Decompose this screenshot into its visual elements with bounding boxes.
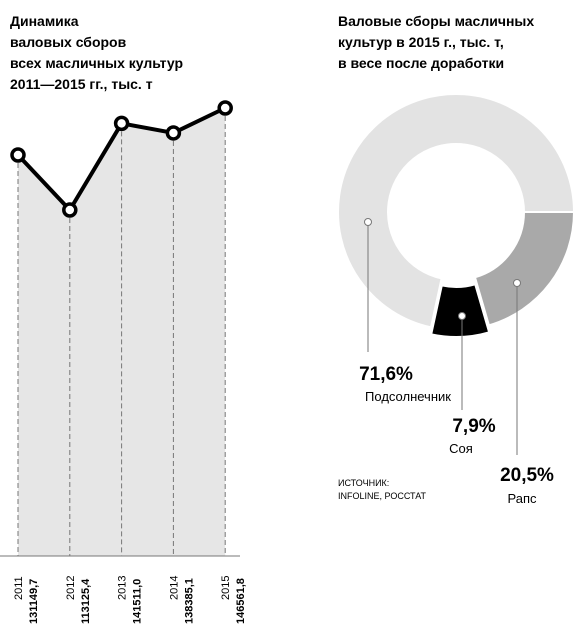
donut-segment bbox=[430, 283, 491, 338]
x-tick-label: 2013 bbox=[117, 576, 129, 600]
source-note: INFOLINE, РОССТАТ bbox=[338, 491, 427, 501]
donut-segment bbox=[473, 211, 576, 327]
category-label: Рапс bbox=[507, 491, 537, 506]
source-note: ИСТОЧНИК: bbox=[338, 478, 389, 488]
point bbox=[113, 115, 130, 132]
value-label: 20,5% bbox=[500, 465, 554, 486]
point bbox=[10, 147, 26, 163]
donut-segment bbox=[337, 93, 576, 329]
value-label: 131149,7 bbox=[28, 579, 40, 624]
leader-dot bbox=[364, 218, 372, 226]
x-tick-label: 2015 bbox=[220, 576, 232, 600]
value-label: 138385,1 bbox=[183, 578, 195, 624]
category-label: Подсолнечник bbox=[365, 389, 451, 404]
value-label: 141511,0 bbox=[132, 579, 144, 624]
x-tick-label: 2014 bbox=[168, 576, 180, 600]
leader-dot bbox=[458, 312, 466, 320]
value-label: 7,9% bbox=[452, 416, 495, 437]
x-tick-label: 2012 bbox=[65, 576, 77, 600]
point bbox=[62, 202, 78, 218]
chart-title: валовых сборов bbox=[10, 34, 127, 50]
value-label: 113125,4 bbox=[80, 578, 92, 624]
point bbox=[217, 100, 233, 116]
point bbox=[165, 125, 182, 141]
x-tick-label: 2011 bbox=[13, 576, 25, 600]
chart-title: культур в 2015 г., тыс. т, bbox=[338, 34, 504, 50]
chart-title: Валовые сборы масличных bbox=[338, 13, 534, 29]
value-label: 71,6% bbox=[359, 364, 413, 385]
category-label: Соя bbox=[449, 441, 473, 456]
leader-dot bbox=[513, 279, 521, 287]
value-label: 146561,8 bbox=[235, 578, 247, 624]
chart-title: в весе после доработки bbox=[338, 55, 504, 71]
chart-title: 2011—2015 гг., тыс. т bbox=[10, 76, 153, 92]
chart-title: всех масличных культур bbox=[10, 55, 183, 71]
chart-title: Динамика bbox=[10, 13, 79, 29]
